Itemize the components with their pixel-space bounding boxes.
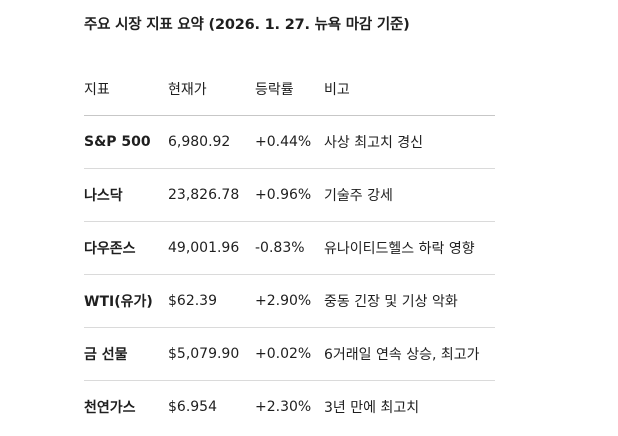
price-cell: 6,980.92 [168,115,255,169]
note-cell: 사상 최고치 경신 [324,115,495,169]
price-cell: 49,001.96 [168,221,255,275]
indicator-cell: S&P 500 [84,115,168,169]
price-cell: $5,079.90 [168,327,255,381]
table-row: 나스닥 23,826.78 +0.96% 기술주 강세 [84,168,495,222]
indicator-cell: 천연가스 [84,400,136,416]
summary-title: 주요 시장 지표 요약 (2026. 1. 27. 뉴욕 마감 기준) [84,17,410,33]
header-change: 등락률 [255,62,324,116]
price-cell: $6.954 [168,399,217,415]
note-cell: 6거래일 연속 상승, 최고가 [324,327,495,381]
change-cell: +0.44% [255,115,324,169]
indicator-cell: 다우존스 [84,221,168,275]
table-row: 금 선물 $5,079.90 +0.02% 6거래일 연속 상승, 최고가 [84,327,495,381]
note-cell: 기술주 강세 [324,168,495,222]
price-cell: 23,826.78 [168,168,255,222]
note-cell: 중동 긴장 및 기상 악화 [324,274,495,328]
change-cell: +0.96% [255,168,324,222]
change-cell: +0.02% [255,327,324,381]
table-row: WTI(유가) $62.39 +2.90% 중동 긴장 및 기상 악화 [84,274,495,328]
market-indicators-table: 지표 현재가 등락률 비고 S&P 500 6,980.92 +0.44% 사상… [84,62,495,433]
change-cell: +2.90% [255,274,324,328]
change-cell: +2.30% [255,399,312,415]
header-price: 현재가 [168,62,255,116]
table-row: 다우존스 49,001.96 -0.83% 유나이티드헬스 하락 영향 [84,221,495,275]
table-row: S&P 500 6,980.92 +0.44% 사상 최고치 경신 [84,115,495,169]
table-row: 천연가스 $6.954 +2.30% 3년 만에 최고치 [84,381,495,434]
table-header-row: 지표 현재가 등락률 비고 [84,62,495,116]
header-note: 비고 [324,62,495,116]
note-cell: 유나이티드헬스 하락 영향 [324,221,495,275]
indicator-cell: 금 선물 [84,327,168,381]
price-cell: $62.39 [168,274,255,328]
change-cell: -0.83% [255,221,324,275]
indicator-cell: 나스닥 [84,168,168,222]
indicator-cell: WTI(유가) [84,274,168,328]
header-indicator: 지표 [84,62,168,116]
note-cell: 3년 만에 최고치 [324,400,420,416]
